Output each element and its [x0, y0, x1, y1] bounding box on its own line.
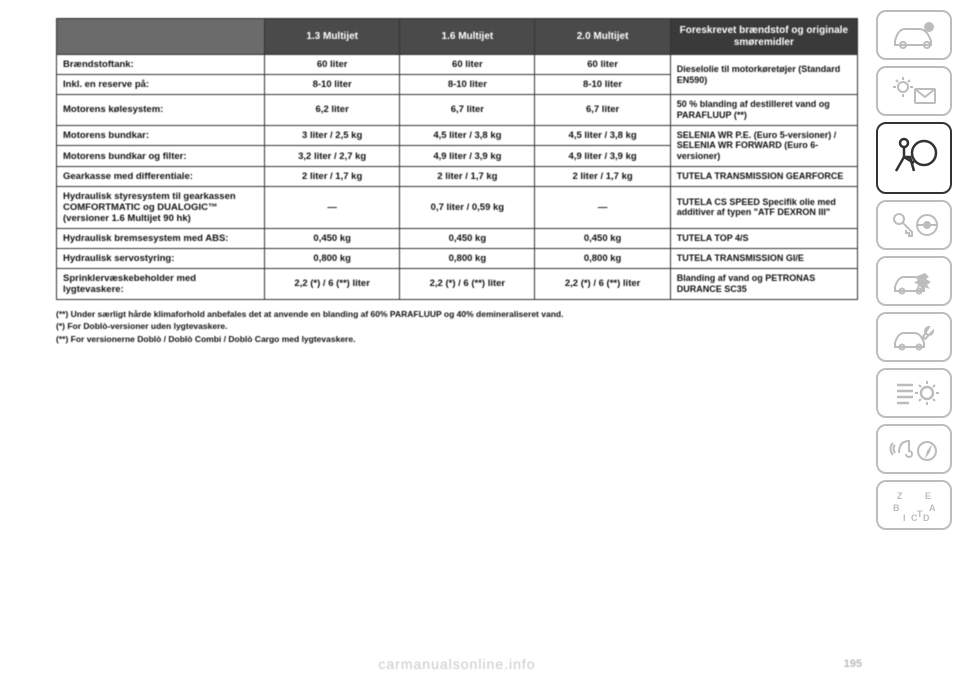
vehicle-info-icon: i — [876, 10, 952, 60]
row-value: 0,450 kg — [265, 228, 400, 248]
row-recommendation: SELENIA WR P.E. (Euro 5-versioner) / SEL… — [670, 125, 857, 166]
row-label: Hydraulisk styresystem til gearkassen CO… — [57, 186, 265, 228]
header-col4: Foreskrevet brændstof og originale smøre… — [670, 19, 857, 55]
row-value: 2,2 (*) / 6 (**) liter — [265, 268, 400, 299]
header-col1: 1.3 Multijet — [265, 19, 400, 55]
row-value: 8-10 liter — [400, 75, 535, 95]
row-value: 0,800 kg — [535, 248, 670, 268]
table-row: Motorens kølesystem:6,2 liter6,7 liter6,… — [57, 95, 858, 126]
row-value: — — [265, 186, 400, 228]
table-header-row: 1.3 Multijet 1.6 Multijet 2.0 Multijet F… — [57, 19, 858, 55]
row-value: 60 liter — [535, 55, 670, 75]
row-value: 0,7 liter / 0,59 kg — [400, 186, 535, 228]
row-recommendation: Blanding af vand og PETRONAS DURANCE SC3… — [670, 268, 857, 299]
row-value: 2,2 (*) / 6 (**) liter — [400, 268, 535, 299]
fluids-table: 1.3 Multijet 1.6 Multijet 2.0 Multijet F… — [56, 18, 858, 300]
row-label: Motorens kølesystem: — [57, 95, 265, 126]
row-label: Hydraulisk servostyring: — [57, 248, 265, 268]
row-value: 4,5 liter / 3,8 kg — [400, 125, 535, 146]
service-icon — [876, 312, 952, 362]
row-value: 6,7 liter — [535, 95, 670, 126]
footnotes: (**) Under særligt hårde klimaforhold an… — [56, 308, 858, 345]
document-content: 1.3 Multijet 1.6 Multijet 2.0 Multijet F… — [0, 0, 872, 678]
row-label: Sprinklervæskebeholder med lygtevaskere: — [57, 268, 265, 299]
row-value: 2 liter / 1,7 kg — [535, 166, 670, 186]
row-value: 0,800 kg — [265, 248, 400, 268]
row-value: 3 liter / 2,5 kg — [265, 125, 400, 146]
row-value: 2 liter / 1,7 kg — [400, 166, 535, 186]
row-recommendation: TUTELA TRANSMISSION GI/E — [670, 248, 857, 268]
row-value: 8-10 liter — [535, 75, 670, 95]
row-label: Motorens bundkar: — [57, 125, 265, 146]
airbag-icon — [876, 122, 952, 194]
row-value: 8-10 liter — [265, 75, 400, 95]
row-value: 60 liter — [265, 55, 400, 75]
row-recommendation: TUTELA CS SPEED Specifik olie med additi… — [670, 186, 857, 228]
key-steering-icon — [876, 200, 952, 250]
settings-list-icon — [876, 368, 952, 418]
header-col3: 2.0 Multijet — [535, 19, 670, 55]
collision-icon — [876, 256, 952, 306]
media-nav-icon — [876, 424, 952, 474]
table-row: Gearkasse med differentiale:2 liter / 1,… — [57, 166, 858, 186]
row-recommendation: TUTELA TOP 4/S — [670, 228, 857, 248]
row-value: 60 liter — [400, 55, 535, 75]
row-value: 2,2 (*) / 6 (**) liter — [535, 268, 670, 299]
row-recommendation: 50 % blanding af destilleret vand og PAR… — [670, 95, 857, 126]
svg-text:i: i — [928, 23, 930, 32]
table-row: Hydraulisk styresystem til gearkassen CO… — [57, 186, 858, 228]
row-value: 6,2 liter — [265, 95, 400, 126]
page-number: 195 — [844, 658, 862, 670]
row-value: 0,450 kg — [535, 228, 670, 248]
row-value: 0,800 kg — [400, 248, 535, 268]
svg-text:A: A — [929, 503, 936, 513]
table-row: Sprinklervæskebeholder med lygtevaskere:… — [57, 268, 858, 299]
svg-text:I: I — [903, 513, 906, 523]
row-label: Gearkasse med differentiale: — [57, 166, 265, 186]
row-recommendation: Dieselolie til motorkøretøjer (Standard … — [670, 55, 857, 95]
lights-messages-icon — [876, 66, 952, 116]
row-label: Inkl. en reserve på: — [57, 75, 265, 95]
svg-text:B: B — [893, 503, 900, 513]
table-row: Hydraulisk servostyring:0,800 kg0,800 kg… — [57, 248, 858, 268]
row-value: 0,450 kg — [400, 228, 535, 248]
footnote-1: (**) Under særligt hårde klimaforhold an… — [56, 308, 858, 320]
table-row: Brændstoftank:60 liter60 liter60 literDi… — [57, 55, 858, 75]
row-value: 3,2 liter / 2,7 kg — [265, 146, 400, 167]
row-recommendation: TUTELA TRANSMISSION GEARFORCE — [670, 166, 857, 186]
row-value: 4,9 liter / 3,9 kg — [400, 146, 535, 167]
row-value: 4,5 liter / 3,8 kg — [535, 125, 670, 146]
svg-text:D: D — [923, 513, 930, 523]
table-row: Motorens bundkar:3 liter / 2,5 kg4,5 lit… — [57, 125, 858, 146]
header-blank — [57, 19, 265, 55]
svg-text:E: E — [925, 491, 931, 501]
header-col2: 1.6 Multijet — [400, 19, 535, 55]
row-value: 4,9 liter / 3,9 kg — [535, 146, 670, 167]
row-value: 2 liter / 1,7 kg — [265, 166, 400, 186]
row-value: — — [535, 186, 670, 228]
row-value: 6,7 liter — [400, 95, 535, 126]
alphabet-icon: Z E B A I C T D — [876, 480, 952, 530]
watermark: carmanualsonline.info — [56, 656, 858, 672]
row-label: Hydraulisk bremsesystem med ABS: — [57, 228, 265, 248]
sidebar: i — [872, 0, 960, 678]
svg-text:Z: Z — [897, 491, 903, 501]
row-label: Motorens bundkar og filter: — [57, 146, 265, 167]
footnote-2: (*) For Doblò-versioner uden lygtevasker… — [56, 320, 858, 332]
row-label: Brændstoftank: — [57, 55, 265, 75]
table-row: Hydraulisk bremsesystem med ABS:0,450 kg… — [57, 228, 858, 248]
footnote-3: (**) For versionerne Doblò / Doblò Combi… — [56, 333, 858, 345]
